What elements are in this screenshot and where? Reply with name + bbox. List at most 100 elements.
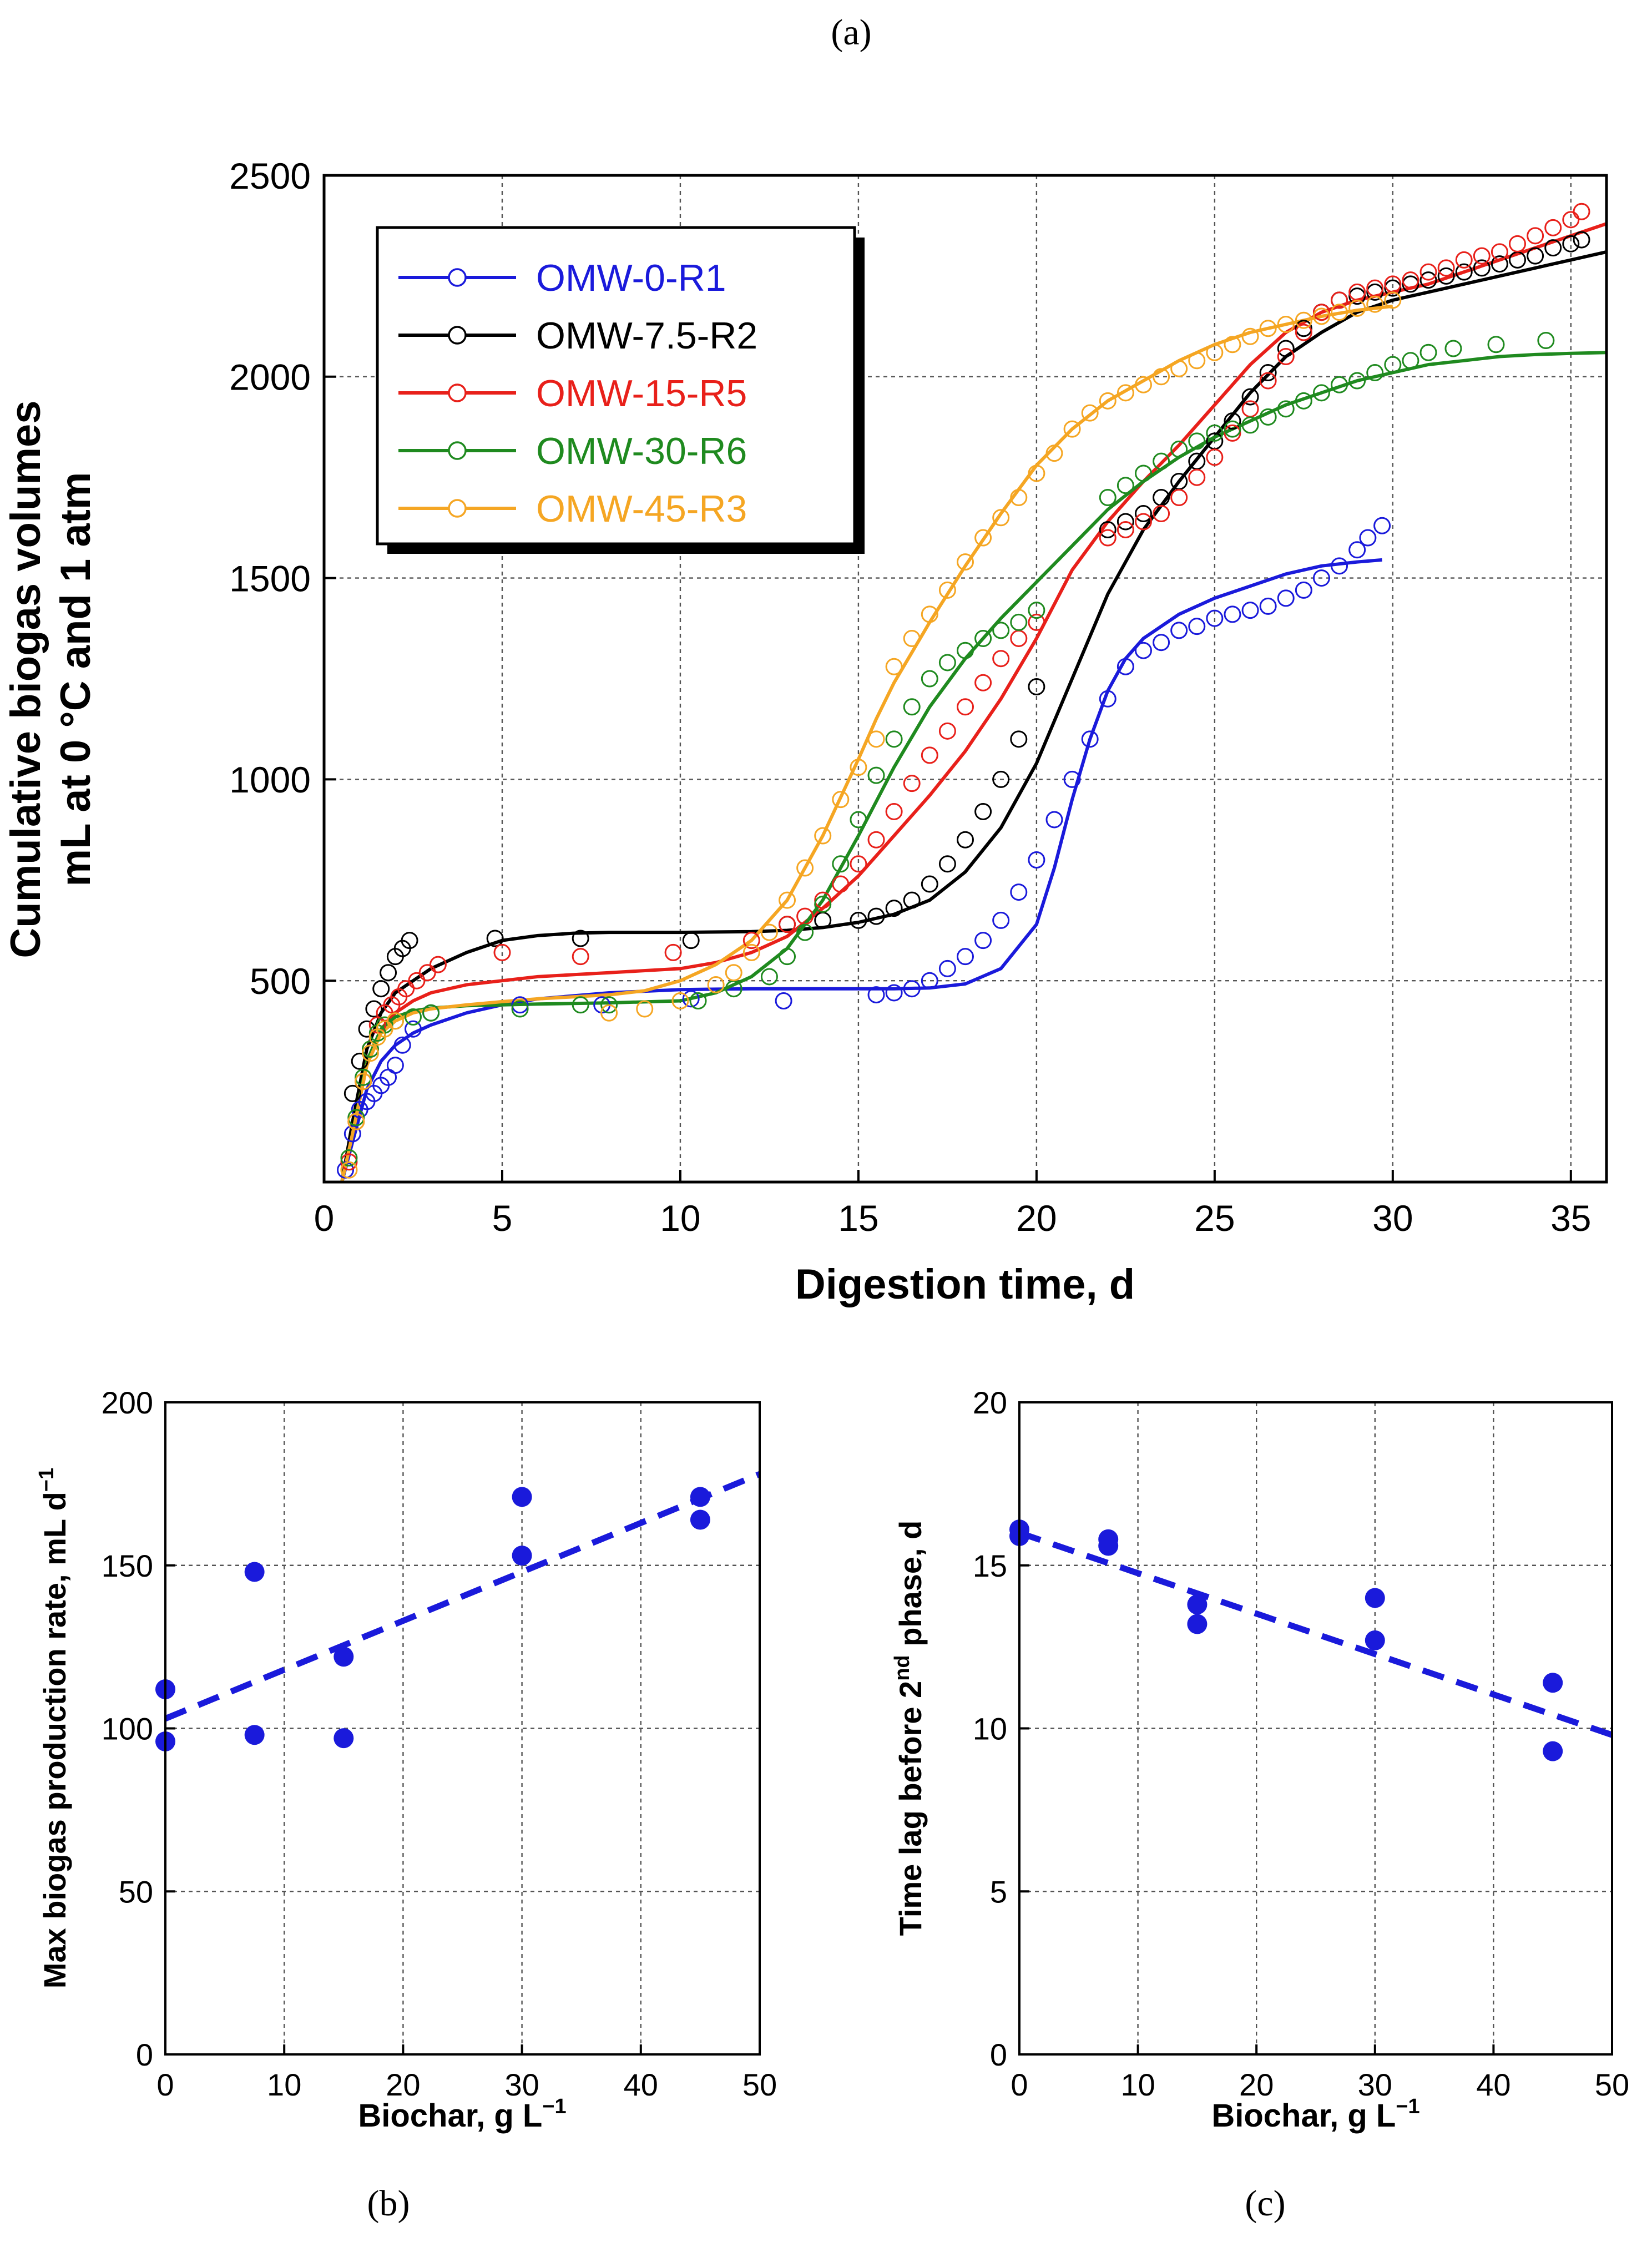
obs-marker-OMW-0-R1 [1331,557,1348,575]
obs-marker-OMW-30-R6 [340,1149,358,1167]
obs-marker-OMW-45-R3 [707,976,725,993]
obs-marker-OMW-7.5-R2 [486,930,504,947]
obs-marker-OMW-15-R5 [572,948,589,966]
obs-marker-OMW-45-R3 [760,923,778,941]
x-tick-label: 5 [492,1198,513,1239]
obs-marker-OMW-45-R3 [671,992,689,1009]
data-point [1187,1594,1208,1615]
trend-line-c [1018,1529,1613,1738]
trend-line [1018,1529,1613,1738]
obs-marker-OMW-0-R1 [1312,569,1330,587]
legend-a: OMW-0-R1 OMW-7.5-R2 OMW-15-R5 OMW-30-R6 OMW-… [376,226,865,554]
obs-marker-OMW-7.5-R2 [1491,255,1508,273]
obs-marker-OMW-0-R1 [1134,642,1152,659]
obs-marker-OMW-15-R5 [1312,304,1330,321]
obs-marker-OMW-30-R6 [885,730,903,748]
obs-marker-OMW-15-R5 [1134,513,1152,531]
obs-marker-OMW-45-R3 [992,509,1010,527]
legend-label: OMW-7.5-R2 [536,315,757,357]
obs-marker-OMW-7.5-R2 [1241,388,1259,406]
obs-marker-OMW-0-R1 [682,990,700,1008]
y-tick-label: 1000 [229,759,311,800]
obs-marker-OMW-30-R6 [1134,464,1152,482]
x-tick-label: 35 [1550,1198,1591,1239]
x-axis-label-a: Digestion time, d [795,1261,1135,1308]
obs-marker-OMW-7.5-R2 [1010,730,1028,748]
obs-marker-OMW-30-R6 [422,1004,440,1022]
obs-marker-OMW-15-R5 [1028,613,1045,631]
obs-marker-OMW-0-R1 [404,1020,422,1038]
panel-label-a: (a) [831,12,871,53]
x-tick-label: 40 [1476,2067,1510,2102]
plot-frame-a [322,174,1608,1184]
obs-marker-OMW-15-R5 [779,916,796,933]
obs-marker-OMW-15-R5 [1348,283,1366,301]
obs-marker-OMW-30-R6 [1206,424,1224,442]
obs-marker-OMW-7.5-R2 [572,930,589,947]
x-tick-label: 30 [504,2067,539,2102]
obs-marker-OMW-0-R1 [1206,609,1224,627]
obs-marker-OMW-0-R1 [903,980,921,998]
y-axis-label-c: Time lag before 2nd phase, d [891,1521,928,1936]
obs-marker-OMW-45-R3 [1241,327,1259,345]
x-tick-label: 20 [1239,2067,1274,2102]
data-point [334,1728,354,1749]
obs-marker-OMW-15-R5 [1224,424,1241,442]
obs-marker-OMW-15-R5 [885,802,903,820]
fit-line-OMW-0-R1 [340,558,1382,1183]
obs-marker-OMW-15-R5 [814,891,832,909]
y-tick-label: 0 [136,2037,153,2072]
obs-marker-OMW-15-R5 [1295,324,1312,341]
obs-marker-OMW-7.5-R2 [1419,271,1437,289]
obs-marker-OMW-15-R5 [742,932,760,950]
obs-marker-OMW-45-R3 [903,629,921,647]
data-point [1543,1673,1563,1693]
obs-marker-OMW-30-R6 [347,1109,365,1127]
y-tick-label: 10 [973,1711,1007,1746]
obs-marker-OMW-0-R1 [1063,770,1081,788]
obs-marker-OMW-45-R3 [361,1044,379,1062]
x-tick-label: 50 [1595,2067,1629,2102]
obs-marker-OMW-30-R6 [404,1008,422,1026]
obs-marker-OMW-45-R3 [832,791,850,809]
obs-marker-OMW-30-R6 [1188,432,1206,450]
obs-marker-OMW-7.5-R2 [957,831,974,849]
obs-marker-OMW-15-R5 [429,956,447,973]
data-point [334,1647,354,1667]
ticks-c: 0 10 20 30 40 50 0 5 10 15 20 [973,1385,1629,2102]
y-tick-label: 200 [102,1385,153,1420]
obs-marker-OMW-45-R3 [636,1000,654,1018]
obs-marker-OMW-30-R6 [760,968,778,986]
data-point [512,1546,532,1566]
obs-marker-OMW-30-R6 [1170,440,1188,458]
legend-label: OMW-0-R1 [536,257,726,299]
data-point [1187,1614,1208,1634]
obs-marker-OMW-45-R3 [1010,488,1028,506]
obs-marker-OMW-7.5-R2 [1295,320,1312,337]
obs-marker-OMW-15-R5 [921,746,938,764]
obs-marker-OMW-45-R3 [355,1073,372,1090]
obs-marker-OMW-30-R6 [938,654,956,671]
obs-marker-OMW-15-R5 [1259,372,1277,390]
obs-marker-OMW-15-R5 [957,698,974,716]
y-axis-label-b: Max biogas production rate, mL d−1 [35,1468,72,1988]
obs-marker-OMW-30-R6 [1384,356,1402,373]
obs-marker-OMW-7.5-R2 [401,932,418,950]
obs-marker-OMW-30-R6 [1537,331,1555,349]
obs-marker-OMW-0-R1 [1277,589,1295,607]
obs-marker-OMW-0-R1 [957,948,974,966]
obs-marker-OMW-45-R3 [1277,315,1295,333]
obs-marker-OMW-7.5-R2 [1544,239,1562,257]
obs-marker-OMW-15-R5 [1241,400,1259,418]
obs-marker-OMW-0-R1 [1348,541,1366,559]
obs-marker-OMW-45-R3 [340,1161,358,1179]
obs-marker-OMW-15-R5 [1455,251,1473,269]
obs-marker-OMW-7.5-R2 [358,1020,376,1038]
obs-marker-OMW-30-R6 [992,622,1010,639]
data-point [244,1562,265,1582]
obs-marker-OMW-30-R6 [1277,400,1295,418]
obs-marker-OMW-30-R6 [1419,344,1437,361]
obs-marker-OMW-15-R5 [1491,243,1508,261]
obs-marker-OMW-30-R6 [1402,352,1419,370]
obs-marker-OMW-7.5-R2 [1117,513,1134,531]
